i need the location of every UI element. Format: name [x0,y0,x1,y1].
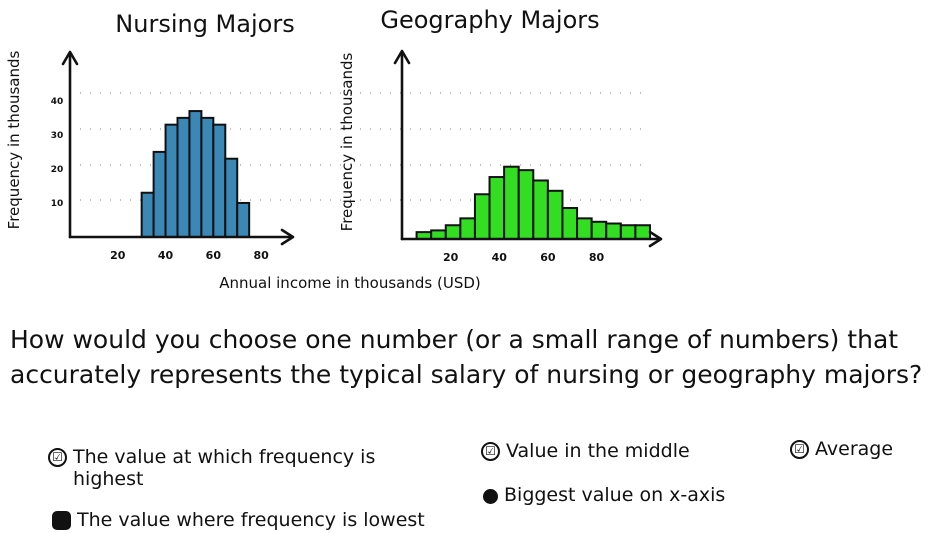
option-label: The value where frequency is lowest [77,509,425,531]
option-label: The value at which frequency is highest [73,446,376,490]
option-label: Biggest value on x-axis [504,484,726,506]
geography-bar [546,189,564,240]
nursing-bar [188,110,203,238]
nursing-bars [140,110,251,238]
nursing-x-tick-label: 20 [110,249,126,262]
option-average[interactable]: ☑ Average [790,438,893,460]
option-middle-value[interactable]: ☑ Value in the middle [481,440,690,462]
charts-area: Nursing Majors Frequency in thousands 10… [5,6,663,292]
geography-x-tick-label: 60 [540,251,556,264]
geography-bar [576,217,593,241]
nursing-chart-title: Nursing Majors [115,10,294,38]
geography-bar [619,224,637,241]
option-lowest-frequency[interactable]: The value where frequency is lowest [52,509,425,531]
option-highest-frequency[interactable]: ☑ The value at which frequency is highes… [48,446,428,490]
geography-x-tick-label: 20 [443,251,459,264]
nursing-x-tick-label: 40 [158,249,174,262]
option-biggest-x-value[interactable]: Biggest value on x-axis [483,484,725,506]
geography-bar [634,224,651,241]
nursing-x-tick-label: 80 [253,249,269,262]
question-text: How would you choose one number (or a sm… [10,325,923,389]
option-check-icon [483,489,498,504]
option-check-icon: ☑ [790,440,809,459]
option-label: Value in the middle [506,440,690,462]
nursing-y-ticks: 10 20 30 40 [51,97,64,209]
geography-x-ticks: 20 40 60 80 [443,251,605,264]
geography-bar [488,176,506,241]
nursing-bar [212,123,227,238]
nursing-bar [140,191,155,238]
nursing-axes [61,50,295,246]
geography-bar [503,165,520,240]
option-check-icon: ☑ [481,442,500,461]
nursing-y-tick-label: 30 [51,131,64,141]
nursing-bar [152,150,167,238]
nursing-y-tick-label: 40 [51,97,64,107]
nursing-bar [176,116,191,238]
geography-bar [444,224,462,241]
nursing-y-axis-label: Frequency in thousands [5,51,23,230]
nursing-x-ticks: 20 40 60 80 [110,249,269,262]
geography-bar [605,222,622,240]
nursing-x-tick-label: 60 [206,249,222,262]
geography-x-tick-label: 80 [589,251,605,264]
geography-y-axis-label: Frequency in thousands [338,53,356,232]
option-label: Average [815,438,894,460]
geography-x-tick-label: 40 [492,251,508,264]
geography-bar [473,193,491,240]
nursing-y-tick-label: 10 [51,199,64,209]
option-check-icon: ☑ [48,448,67,467]
nursing-bar [224,157,239,238]
geography-bar [590,220,608,241]
geography-bars [415,165,651,241]
option-check-icon [52,511,71,530]
nursing-y-tick-label: 20 [51,165,64,175]
geography-chart-title: Geography Majors [380,6,599,34]
nursing-bar [200,116,215,238]
shared-x-axis-label: Annual income in thousands (USD) [219,274,481,292]
geography-bar [459,217,476,241]
geography-bar [532,179,549,241]
geography-bar [517,169,535,240]
nursing-bar [164,123,179,238]
geography-axes [393,49,663,248]
geography-bar [561,207,579,240]
nursing-bar [236,201,251,238]
